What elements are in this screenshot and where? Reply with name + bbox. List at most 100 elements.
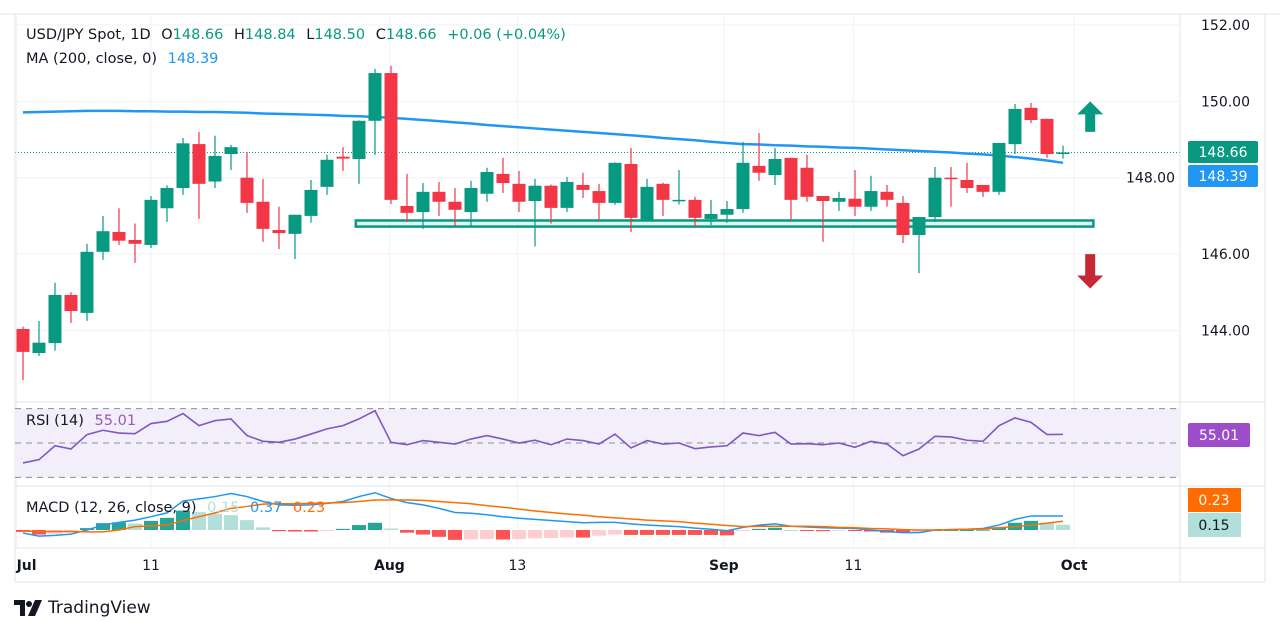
macd-histogram-bar xyxy=(624,530,638,535)
candle-body xyxy=(112,231,126,241)
candle-body xyxy=(512,183,526,202)
macd-histogram-bar xyxy=(432,530,446,537)
macd-histogram-bar xyxy=(16,530,30,532)
candle-body xyxy=(864,191,878,207)
candle-body xyxy=(304,189,318,216)
candle xyxy=(912,217,926,274)
time-axis[interactable]: Jul 11 Aug 13 Sep 11 Oct xyxy=(16,558,1088,574)
time-tick-label: 11 xyxy=(844,558,862,574)
candle-body xyxy=(672,199,686,202)
macd-histogram-bar xyxy=(752,528,766,530)
macd-line xyxy=(22,491,1063,537)
rsi-legend: RSI (14) 55.01 xyxy=(26,413,142,429)
candle-body xyxy=(688,199,702,218)
price-tick-label: 146.00 xyxy=(1201,247,1250,263)
candle xyxy=(144,196,158,248)
candle xyxy=(400,173,414,223)
candle-body xyxy=(464,188,478,213)
macd-histogram-bar xyxy=(368,522,382,530)
candle-body xyxy=(400,205,414,213)
tradingview-logo[interactable]: TradingView xyxy=(14,598,151,618)
candle-body xyxy=(944,177,958,180)
candle xyxy=(736,141,750,213)
candle-body xyxy=(896,202,910,235)
macd-histogram-bar xyxy=(528,530,542,539)
candle-body xyxy=(384,73,398,200)
candle-body xyxy=(416,191,430,213)
macd-histogram-bar xyxy=(992,527,1006,530)
time-tick-label: Aug xyxy=(374,558,405,574)
time-tick-label: 11 xyxy=(142,558,160,574)
candle xyxy=(688,196,702,229)
macd-histogram-bar xyxy=(112,522,126,530)
macd-label: MACD (12, 26, close, 9) xyxy=(26,500,197,516)
candle xyxy=(528,178,542,247)
macd-histogram-bar xyxy=(912,530,926,533)
macd-hist-value: 0.15 xyxy=(207,500,240,516)
macd-histogram-bar xyxy=(768,527,782,530)
candle-body xyxy=(1056,152,1070,154)
candle-body xyxy=(608,162,622,203)
candle-body xyxy=(32,342,46,354)
macd-histogram-bar xyxy=(784,530,798,531)
macd-histogram-bar xyxy=(976,529,990,531)
candle-body xyxy=(768,158,782,176)
price-tick-label: 144.00 xyxy=(1201,323,1250,339)
macd-histogram-bar xyxy=(320,530,334,531)
macd-histogram-bar xyxy=(864,530,878,532)
candle xyxy=(496,157,510,193)
candle xyxy=(1056,145,1070,159)
candle-body xyxy=(336,156,350,159)
candle xyxy=(832,191,846,211)
macd-histogram-bar xyxy=(288,530,302,532)
macd-histogram-bar xyxy=(416,530,430,535)
candle xyxy=(928,167,942,223)
candle-body xyxy=(704,213,718,219)
candle xyxy=(432,181,446,216)
symbol-legend: USD/JPY Spot, 1D O148.66 H148.84 L148.50… xyxy=(26,27,572,43)
macd-histogram-bar xyxy=(304,530,318,532)
candle xyxy=(1024,102,1038,124)
open-label: O xyxy=(161,27,173,43)
macd-histogram-bar xyxy=(464,530,478,540)
high-label: H xyxy=(234,27,245,43)
candle xyxy=(784,157,798,220)
macd-histogram-bar xyxy=(608,530,622,535)
candle xyxy=(656,182,670,216)
candle xyxy=(640,178,654,221)
macd-histogram-bar xyxy=(96,523,110,530)
price-tick-label: 152.00 xyxy=(1201,18,1250,34)
candle-body xyxy=(96,231,110,252)
macd-histogram-bar xyxy=(800,530,814,531)
macd-histogram-bar xyxy=(944,530,958,531)
last-price-badge: 148.66 xyxy=(1188,141,1258,163)
candle-body xyxy=(448,201,462,210)
macd-histogram-bar xyxy=(1056,524,1070,530)
macd-histogram-bar xyxy=(896,530,910,534)
candle-body xyxy=(960,180,974,189)
macd-histogram-bar xyxy=(592,530,606,536)
macd-histogram-bar xyxy=(960,530,974,531)
time-tick-label: Sep xyxy=(709,558,739,574)
candle-body xyxy=(912,217,926,235)
candle-body xyxy=(880,191,894,200)
candle-body xyxy=(144,199,158,245)
time-tick-label: Oct xyxy=(1061,558,1088,574)
time-tick-label: Jul xyxy=(16,558,37,574)
candle xyxy=(288,214,302,260)
macd-pane xyxy=(16,491,1070,540)
candle xyxy=(560,176,574,213)
candle xyxy=(304,180,318,223)
candle xyxy=(112,208,126,245)
candle-body xyxy=(1008,108,1022,145)
open-value: 148.66 xyxy=(172,27,224,43)
macd-histogram-bar xyxy=(816,530,830,532)
candle xyxy=(544,184,558,224)
price-axis[interactable]: 144.00 146.00 148.00 150.00 152.00 xyxy=(1126,18,1250,340)
ma200-line xyxy=(22,109,1064,165)
arrows xyxy=(1077,101,1104,289)
candle xyxy=(272,206,286,250)
macd-histogram-bar xyxy=(256,527,270,530)
macd-histogram-bar xyxy=(720,530,734,536)
